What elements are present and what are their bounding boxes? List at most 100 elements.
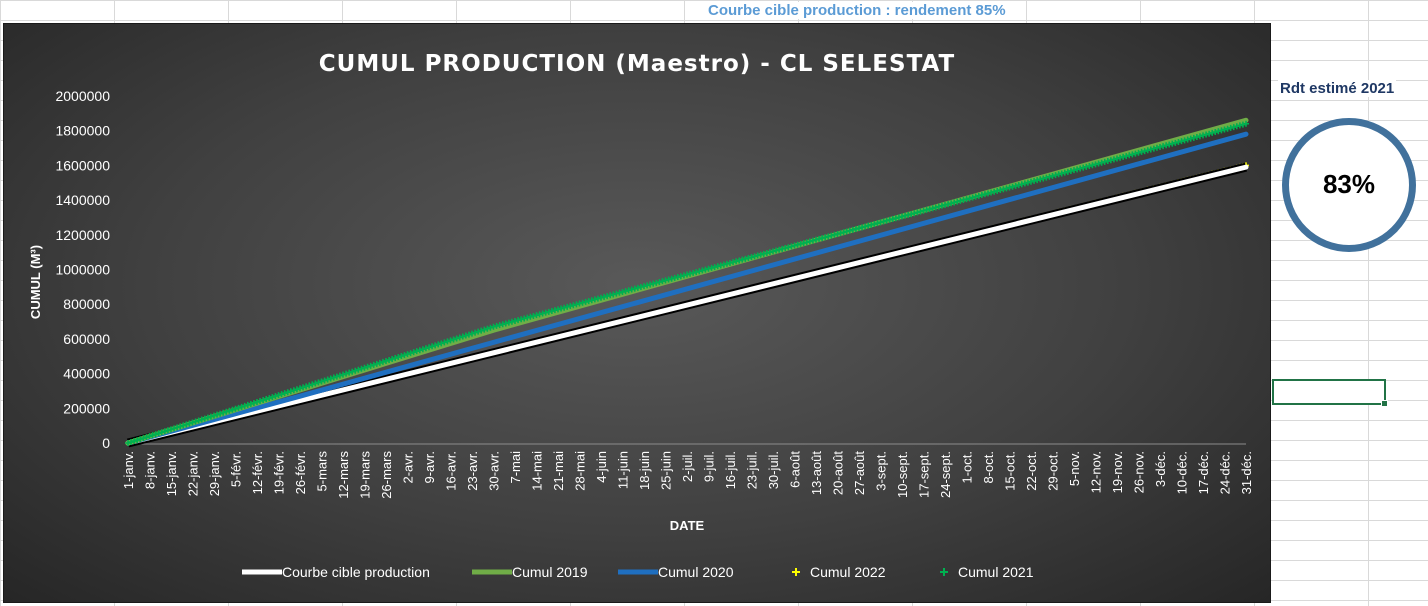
- data-point-marker: [908, 211, 915, 218]
- data-point-marker: [625, 287, 632, 294]
- data-point-marker: [797, 240, 804, 247]
- x-tick-label: 10-déc.: [1175, 451, 1190, 494]
- data-point-marker: [911, 210, 918, 217]
- y-tick-label: 400000: [63, 366, 110, 382]
- data-point-marker: [806, 238, 813, 245]
- data-point-marker: [696, 268, 703, 275]
- data-point-marker: [567, 303, 574, 310]
- data-point-marker: [800, 240, 807, 247]
- y-axis-ticks: 0 200000 400000 600000 800000 1000000 1200000 1…: [55, 88, 110, 451]
- data-point-marker: [751, 253, 758, 260]
- data-point-marker: [254, 398, 260, 405]
- legend-label-cumul-2022: Cumul 2022: [810, 564, 886, 580]
- data-point-marker: [803, 239, 810, 246]
- data-point-marker: [171, 425, 178, 432]
- legend-swatch-cumul-2022: [792, 568, 800, 576]
- data-point-marker: [490, 323, 497, 330]
- data-point-marker: [487, 324, 494, 331]
- data-point-marker: [186, 420, 193, 427]
- chart-title: CUMUL PRODUCTION (Maestro) - CL SELESTAT: [319, 51, 955, 77]
- data-point-marker: [257, 397, 264, 404]
- data-point-marker: [1000, 186, 1007, 193]
- data-point-marker: [220, 409, 227, 416]
- data-point-marker: [628, 286, 635, 293]
- x-tick-label: 5-nov.: [1067, 451, 1082, 486]
- data-point-marker: [880, 218, 887, 225]
- data-point-marker: [410, 349, 417, 356]
- data-point-marker: [899, 213, 905, 220]
- data-point-marker: [376, 359, 383, 366]
- data-point-marker: [226, 407, 233, 414]
- data-point-marker: [809, 237, 816, 244]
- x-tick-label: 27-août: [852, 451, 867, 495]
- data-point-marker: [816, 235, 823, 242]
- data-point-marker: [942, 201, 948, 208]
- data-point-marker: [217, 410, 224, 417]
- data-point-marker: [1141, 148, 1148, 155]
- data-point-marker: [1144, 147, 1151, 154]
- data-point-marker: [680, 272, 687, 279]
- selected-cell[interactable]: [1272, 379, 1388, 407]
- data-point-marker: [674, 274, 681, 281]
- data-point-marker: [1120, 153, 1127, 160]
- data-point-marker: [1110, 156, 1117, 163]
- data-point-marker: [776, 246, 783, 253]
- data-point-marker: [524, 314, 531, 321]
- data-point-marker: [813, 236, 819, 243]
- x-axis-label: DATE: [670, 518, 705, 533]
- data-point-marker: [214, 411, 221, 418]
- data-point-marker: [530, 312, 537, 319]
- data-point-marker: [905, 211, 912, 218]
- data-point-marker: [1049, 172, 1056, 179]
- x-tick-label: 10-sept.: [895, 451, 910, 498]
- x-tick-label: 9-avr.: [422, 451, 437, 484]
- x-tick-label: 30-juil.: [766, 451, 781, 489]
- data-point-marker: [868, 221, 875, 228]
- data-point-marker: [1117, 154, 1124, 161]
- data-point-marker: [1184, 136, 1191, 143]
- data-point-marker: [164, 427, 171, 434]
- data-point-marker: [462, 332, 469, 339]
- data-point-marker: [327, 375, 334, 382]
- data-point-marker: [241, 402, 248, 409]
- data-point-marker: [1080, 164, 1087, 171]
- data-point-marker: [637, 283, 644, 290]
- data-point-marker: [1086, 163, 1093, 170]
- data-point-marker: [819, 235, 826, 242]
- data-point-marker: [211, 412, 217, 419]
- data-point-marker: [1193, 134, 1200, 141]
- x-tick-label: 21-mai: [551, 451, 566, 491]
- data-point-marker: [594, 295, 601, 302]
- x-axis-ticks: 1-janv. 8-janv. 15-janv. 22-janv. 29-janv. 5-…: [121, 443, 1254, 499]
- data-point-marker: [1083, 163, 1090, 170]
- data-point-marker: [189, 419, 196, 426]
- data-point-marker: [155, 430, 162, 437]
- data-point-marker: [1012, 182, 1019, 189]
- data-point-marker: [945, 201, 952, 208]
- y-tick-label: 0: [102, 435, 110, 451]
- data-point-marker: [349, 368, 356, 375]
- data-point-marker: [1181, 137, 1188, 144]
- legend-label-cumul-2019: Cumul 2019: [512, 564, 588, 580]
- y-tick-label: 1400000: [55, 192, 110, 208]
- data-point-marker: [1046, 173, 1053, 180]
- data-point-marker: [957, 197, 964, 204]
- x-tick-label: 5-mars: [315, 451, 330, 492]
- data-point-marker: [1040, 175, 1047, 182]
- data-point-marker: [158, 429, 165, 436]
- chart-area[interactable]: CUMUL PRODUCTION (Maestro) - CL SELESTAT…: [4, 24, 1270, 602]
- y-tick-label: 1200000: [55, 227, 110, 243]
- data-point-marker: [892, 215, 899, 222]
- data-point-marker: [238, 403, 245, 410]
- x-tick-label: 22-oct.: [1024, 451, 1039, 491]
- data-point-marker: [935, 203, 942, 210]
- data-point-marker: [168, 426, 174, 433]
- production-chart: CUMUL PRODUCTION (Maestro) - CL SELESTAT…: [28, 51, 1254, 580]
- data-point-marker: [582, 298, 589, 305]
- data-point-marker: [856, 225, 862, 232]
- data-point-marker: [960, 196, 967, 203]
- data-point-marker: [128, 439, 135, 446]
- x-tick-label: 3-déc.: [1153, 451, 1168, 487]
- x-tick-label: 16-avr.: [444, 451, 459, 491]
- data-point-marker: [1239, 121, 1246, 128]
